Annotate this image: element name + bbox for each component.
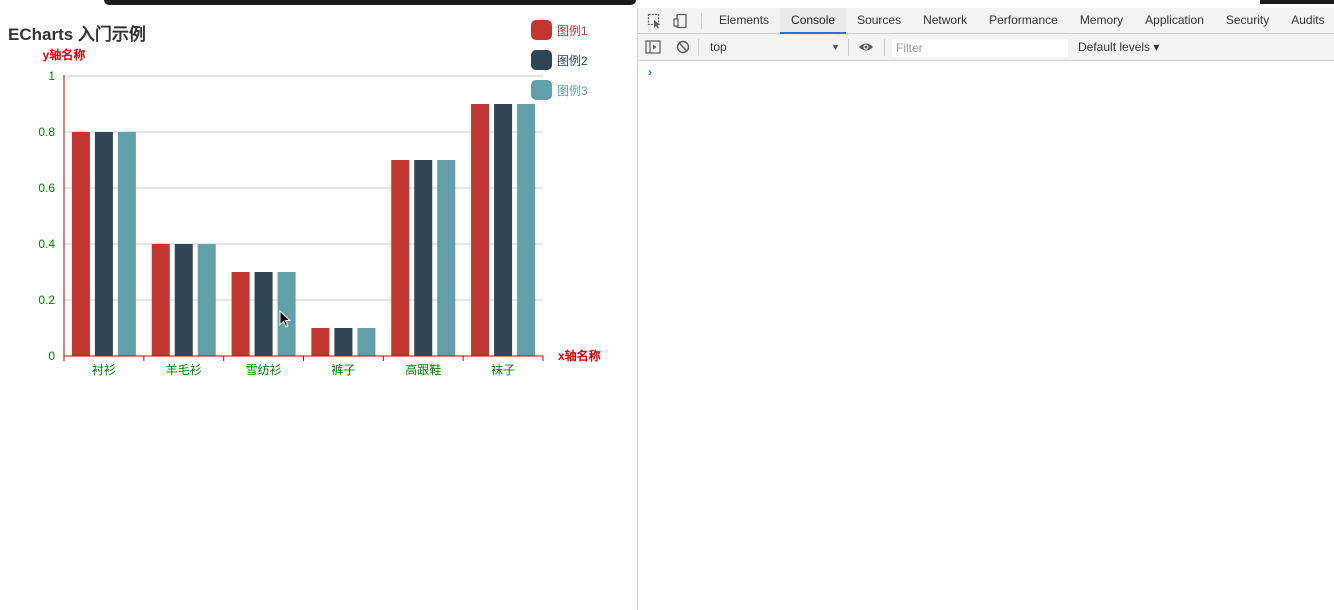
x-category-label: 裤子 xyxy=(331,363,355,377)
bar xyxy=(94,132,113,356)
y-axis-name: y轴名称 xyxy=(43,47,86,62)
tab-application[interactable]: Application xyxy=(1145,13,1204,27)
context-selector[interactable]: top ▼ xyxy=(702,39,842,56)
bar xyxy=(471,104,490,356)
tab-performance[interactable]: Performance xyxy=(989,13,1058,27)
tab-audits[interactable]: Audits xyxy=(1291,13,1325,27)
bar xyxy=(334,328,353,356)
bar xyxy=(494,104,513,356)
y-tick-label: 0.2 xyxy=(38,293,55,307)
y-tick-label: 0.8 xyxy=(38,125,55,139)
devtools-tabbar: Elements Console Sources Network Perform… xyxy=(638,8,1334,34)
toolbar-divider xyxy=(701,13,702,29)
x-category-label: 高跟鞋 xyxy=(405,362,441,377)
devtools-tabs: Elements Console Sources Network Perform… xyxy=(708,8,1334,34)
mouse-cursor-icon xyxy=(279,310,292,328)
bar xyxy=(357,328,376,356)
legend-swatch xyxy=(531,20,552,40)
bar xyxy=(231,272,250,356)
chart-canvas: 0 0.2 0.4 0.6 0.8 1 衬衫 羊毛衫 雪纺衫 裤子 高跟鞋 袜子 y轴名称 x轴名称 图例… xyxy=(38,20,601,377)
console-output[interactable]: › xyxy=(638,61,1334,610)
y-tick-label: 0.6 xyxy=(38,181,55,195)
legend-swatch xyxy=(531,80,552,100)
tab-console[interactable]: Console xyxy=(780,8,847,34)
bar xyxy=(71,132,90,356)
x-category-label: 衬衫 xyxy=(92,363,116,377)
bar xyxy=(311,328,330,356)
x-category-label: 雪纺衫 xyxy=(246,363,282,377)
browser-top-strip xyxy=(0,0,1334,8)
axes: 0 0.2 0.4 0.6 0.8 1 衬衫 羊毛衫 雪纺衫 裤子 高跟鞋 袜子 y轴名称 x轴名称 xyxy=(38,47,600,377)
bar xyxy=(517,104,536,356)
legend: 图例1 图例2 图例3 xyxy=(531,20,588,100)
toolbar-divider xyxy=(848,39,849,56)
clear-console-icon[interactable] xyxy=(674,38,692,56)
tab-security[interactable]: Security xyxy=(1225,13,1270,27)
bar xyxy=(151,244,170,356)
legend-swatch xyxy=(531,50,552,70)
legend-label: 图例1 xyxy=(557,24,588,38)
live-expression-eye-icon[interactable] xyxy=(857,38,875,56)
toolbar-divider xyxy=(698,39,699,56)
tab-elements[interactable]: Elements xyxy=(719,13,770,27)
devtools-panel: Elements Console Sources Network Perform… xyxy=(637,8,1334,610)
x-category-label: 羊毛衫 xyxy=(166,362,202,377)
tab-memory[interactable]: Memory xyxy=(1079,13,1124,27)
bar xyxy=(437,160,456,356)
tab-network[interactable]: Network xyxy=(923,13,968,27)
grid-lines xyxy=(64,75,543,301)
tab-sources[interactable]: Sources xyxy=(857,13,902,27)
console-filter-input[interactable] xyxy=(892,39,1068,57)
chart-title: ECharts 入门示例 xyxy=(8,25,146,44)
chart-viewport: 0 0.2 0.4 0.6 0.8 1 衬衫 羊毛衫 雪纺衫 裤子 高跟鞋 袜子 y轴名称 x轴名称 图例… xyxy=(0,8,637,610)
bar xyxy=(117,132,136,356)
log-levels-dropdown[interactable]: Default levels ▾ xyxy=(1078,40,1160,54)
bar xyxy=(197,244,216,356)
context-value: top xyxy=(710,40,727,54)
inspect-element-icon[interactable] xyxy=(646,12,664,30)
window-edge xyxy=(104,0,636,5)
x-category-label: 袜子 xyxy=(491,363,515,377)
console-toolbar: top ▼ Default levels ▾ xyxy=(638,34,1334,61)
y-tick-label: 0 xyxy=(48,349,55,363)
legend-label: 图例3 xyxy=(557,84,588,98)
bar xyxy=(254,272,273,356)
bar xyxy=(391,160,410,356)
window-edge-right xyxy=(1260,0,1334,4)
legend-label: 图例2 xyxy=(557,54,588,68)
x-axis-name: x轴名称 xyxy=(558,348,601,363)
bar xyxy=(174,244,193,356)
bar xyxy=(414,160,433,356)
bar xyxy=(277,272,296,356)
y-tick-label: 1 xyxy=(48,69,55,83)
y-tick-label: 0.4 xyxy=(38,237,55,251)
console-prompt[interactable]: › xyxy=(648,65,652,79)
device-toolbar-icon[interactable] xyxy=(672,12,690,30)
caret-down-icon: ▼ xyxy=(831,42,840,52)
toolbar-divider xyxy=(884,39,885,56)
bar-series xyxy=(71,104,536,356)
sidebar-toggle-icon[interactable] xyxy=(644,38,662,56)
